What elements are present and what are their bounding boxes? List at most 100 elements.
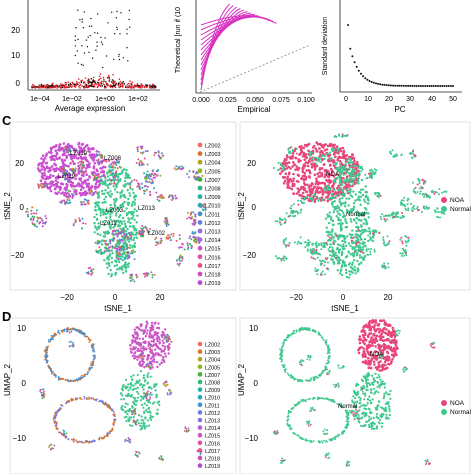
tsne-point <box>111 166 114 169</box>
tsne-point <box>109 215 112 218</box>
tsne-point <box>97 201 101 204</box>
tsne-condition-point <box>321 190 325 194</box>
tsne-point <box>128 255 131 258</box>
umap-point <box>132 348 135 351</box>
tsne-point <box>104 232 107 235</box>
tsne-point <box>193 240 196 243</box>
tsne-point <box>133 258 136 261</box>
tsne-condition-point <box>358 190 361 194</box>
tsne-condition-point <box>314 269 317 272</box>
tsne-condition-point <box>331 223 335 226</box>
tsne-point <box>55 144 58 147</box>
tsne-point <box>108 165 111 168</box>
tsne-point <box>128 225 132 228</box>
tsne-point <box>115 250 118 253</box>
tsne-point <box>101 192 104 195</box>
tsne-condition-point <box>345 197 348 200</box>
tsne-point <box>66 198 69 201</box>
tsne-condition-point <box>422 182 425 185</box>
tsne-point <box>160 156 163 159</box>
tsne-condition-point <box>383 262 386 265</box>
umap-point <box>145 404 149 407</box>
tsne-point <box>36 220 39 223</box>
tsne-point <box>58 188 62 191</box>
umap-point <box>156 335 159 338</box>
c-right-xlabel: tSNE_1 <box>331 304 359 313</box>
tsne-point <box>79 188 83 192</box>
tsne-condition-point <box>340 204 343 207</box>
tsne-point <box>98 179 101 182</box>
tsne-point <box>146 163 149 166</box>
tsne-condition-point <box>285 244 287 247</box>
tsne-point <box>81 166 83 169</box>
tsne-condition-point <box>308 243 310 246</box>
tsne-point <box>80 193 84 196</box>
tsne-point <box>121 216 125 220</box>
tsne-condition-point <box>341 222 344 225</box>
umap-point <box>149 367 152 371</box>
tsne-condition-point <box>343 134 346 137</box>
top-right-elbow-plot: Standard deviation 0 10 20 30 40 50 PC <box>322 0 462 114</box>
tsne-condition-point <box>354 174 358 178</box>
tsne-point <box>126 182 130 185</box>
tsne-condition-point <box>320 167 324 170</box>
tsne-point <box>142 231 145 234</box>
tsne-point <box>77 182 80 185</box>
volcano-point <box>90 77 93 80</box>
elbow-point <box>404 84 407 87</box>
umap-point <box>140 349 144 353</box>
tsne-condition-point <box>297 158 300 161</box>
tsne-condition-point <box>338 178 342 182</box>
tsne-point <box>148 181 151 184</box>
tsne-point <box>122 252 125 255</box>
tsne-point <box>195 241 198 244</box>
tsne-point <box>25 210 28 213</box>
tsne-condition-point <box>418 182 421 185</box>
tsne-point <box>104 250 107 253</box>
tsne-point <box>32 217 35 220</box>
tsne-condition-point <box>367 212 370 215</box>
umap-point <box>148 330 152 333</box>
tsne-condition-point <box>307 142 311 146</box>
volcano-point <box>78 85 80 88</box>
tsne-condition-point <box>329 151 331 154</box>
legend-swatch-lz007 <box>197 177 203 182</box>
tsne-point <box>87 199 90 202</box>
tsne-point <box>96 191 99 194</box>
tsne-point <box>117 181 120 184</box>
tsne-point <box>129 185 132 188</box>
tsne-point <box>131 188 134 191</box>
volcano-point <box>33 85 35 88</box>
umap-point <box>127 389 130 392</box>
tsne-point <box>74 189 78 192</box>
elbow-xtick-10: 10 <box>364 96 372 103</box>
tsne-point <box>35 209 38 212</box>
tsne-point <box>71 196 74 199</box>
tsne-condition-point <box>406 240 409 243</box>
tsne-condition-point <box>357 229 360 232</box>
tsne-condition-point <box>315 162 318 165</box>
tsne-point <box>202 205 205 208</box>
umap-point <box>147 372 150 375</box>
tsne-point <box>77 168 80 171</box>
tsne-point <box>149 175 152 178</box>
tsne-point <box>93 216 96 219</box>
tsne-point <box>135 236 138 239</box>
tsne-point <box>80 170 83 173</box>
c-right-ytick-20: 20 <box>247 159 256 168</box>
tsne-condition-point <box>305 244 308 247</box>
tsne-point <box>77 143 80 146</box>
umap-point <box>128 418 131 421</box>
tsne-condition-point <box>304 153 308 156</box>
tsne-condition-point <box>384 267 387 270</box>
tsne-point <box>201 174 204 177</box>
tsne-point <box>181 257 184 260</box>
tsne-condition-point <box>357 218 360 221</box>
tsne-condition-point <box>291 152 295 155</box>
tsne-point <box>111 233 114 236</box>
tsne-point <box>115 183 118 186</box>
legend-label-lz002: LZ002 <box>205 144 221 150</box>
tsne-point <box>201 208 204 211</box>
umap-point <box>164 355 168 358</box>
tsne-condition-point <box>366 253 369 256</box>
